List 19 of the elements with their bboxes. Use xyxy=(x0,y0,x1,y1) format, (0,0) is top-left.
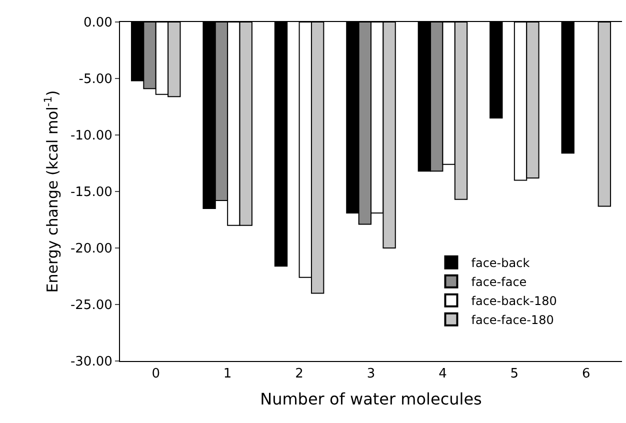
y-tick-label: -30.00 xyxy=(70,354,112,370)
y-tick-label: -15.00 xyxy=(70,185,112,200)
legend-label: face-face xyxy=(471,275,527,290)
x-tick-label: 4 xyxy=(438,366,447,382)
y-tick-label: -5.00 xyxy=(78,72,112,88)
y-tick-label: 0.00 xyxy=(83,16,112,31)
x-tick-label: 3 xyxy=(366,366,376,382)
x-tick-label: 0 xyxy=(152,366,160,382)
x-tick-label: 1 xyxy=(223,366,232,382)
x-tick-label: 2 xyxy=(295,366,304,382)
x-tick-label: 5 xyxy=(510,366,519,382)
x-tick-label: 6 xyxy=(582,366,590,382)
legend-label: face-back-180 xyxy=(471,294,557,308)
legend-label: face-face-180 xyxy=(471,313,554,328)
legend-label: face-back xyxy=(471,256,530,270)
y-tick-label: -25.00 xyxy=(70,298,112,314)
y-tick-label: -10.00 xyxy=(70,128,112,144)
y-tick-label: -20.00 xyxy=(70,242,112,257)
x-axis-title: Number of water molecules xyxy=(260,389,482,408)
